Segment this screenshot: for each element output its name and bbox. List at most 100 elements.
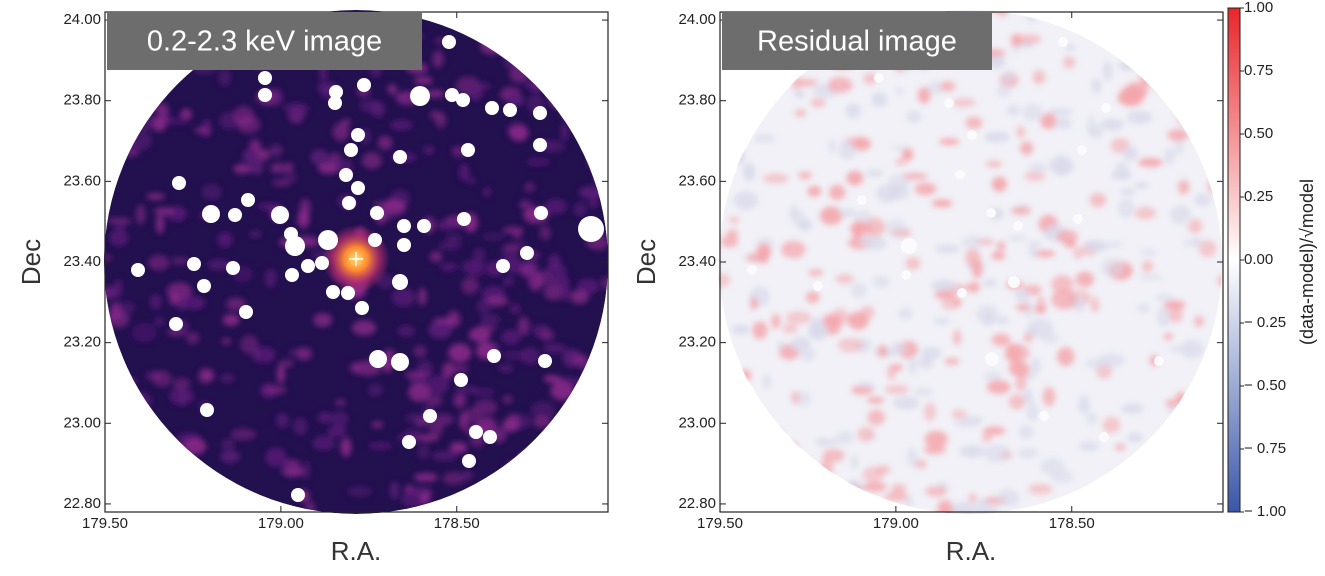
texture-blob	[921, 347, 942, 360]
texture-blob	[236, 115, 261, 134]
masked-source	[301, 259, 315, 273]
texture-blob	[1017, 34, 1042, 45]
texture-blob	[864, 236, 887, 250]
texture-blob	[1023, 333, 1034, 342]
texture-blob	[218, 68, 231, 87]
texture-blob	[944, 358, 960, 365]
texture-blob	[529, 474, 540, 493]
texture-blob	[1208, 141, 1222, 149]
texture-blob	[479, 37, 504, 55]
texture-blob	[526, 158, 551, 166]
texture-blob	[914, 182, 937, 196]
texture-blob	[262, 386, 287, 394]
texture-blob	[112, 458, 130, 474]
texture-blob	[1168, 308, 1183, 323]
texture-blob	[233, 163, 252, 174]
texture-blob	[520, 347, 540, 365]
texture-blob	[965, 248, 981, 267]
texture-blob	[997, 10, 1008, 18]
texture-blob	[1180, 85, 1198, 97]
texture-blob	[104, 115, 125, 130]
texture-blob	[476, 298, 492, 314]
masked-source	[285, 268, 299, 282]
texture-blob	[923, 445, 947, 455]
texture-blob	[805, 291, 820, 304]
colorbar-tick-label: − 0.75	[1244, 440, 1286, 457]
texture-blob	[931, 279, 957, 293]
texture-blob	[902, 172, 928, 181]
texture-blob	[1006, 235, 1028, 242]
texture-blob	[172, 377, 191, 391]
texture-blob	[106, 217, 132, 225]
texture-blob	[270, 162, 288, 174]
texture-blob	[136, 471, 150, 489]
texture-blob	[906, 447, 919, 468]
texture-blob	[959, 445, 986, 458]
masked-source	[328, 96, 342, 110]
texture-blob	[913, 387, 933, 397]
texture-blob	[1024, 327, 1039, 335]
y-tick-label: 23.80	[63, 92, 101, 109]
texture-blob	[883, 492, 909, 502]
texture-blob	[509, 303, 521, 315]
texture-blob	[1054, 117, 1072, 129]
masked-source	[329, 85, 343, 99]
texture-blob	[340, 437, 352, 458]
texture-blob	[762, 173, 789, 184]
texture-blob	[1032, 70, 1046, 85]
texture-blob	[404, 370, 429, 380]
texture-blob	[800, 457, 812, 475]
texture-blob	[429, 251, 443, 263]
texture-blob	[989, 54, 1005, 69]
texture-blob	[891, 483, 907, 495]
texture-blob	[837, 337, 864, 353]
texture-blob	[862, 482, 887, 492]
y-tick-label: 23.40	[63, 253, 101, 270]
texture-blob	[276, 364, 286, 385]
texture-blob	[844, 479, 864, 500]
texture-blob	[780, 240, 806, 259]
title-box: Residual image	[722, 12, 992, 70]
texture-blob	[931, 199, 953, 208]
texture-blob	[106, 309, 130, 328]
texture-blob	[544, 140, 566, 153]
texture-blob	[506, 40, 520, 51]
y-tick-label: 23.60	[678, 172, 716, 189]
texture-blob	[850, 454, 860, 471]
texture-blob	[595, 107, 608, 114]
texture-blob	[1086, 115, 1097, 135]
masked-source	[538, 354, 552, 368]
y-tick-label: 23.00	[678, 414, 716, 431]
colorbar-tick-label: 0.75	[1244, 62, 1273, 79]
texture-blob	[275, 413, 289, 429]
x-axis-label: R.A.	[331, 536, 382, 566]
texture-blob	[1181, 450, 1208, 458]
y-axis-label: Dec	[631, 239, 661, 285]
texture-blob	[574, 17, 599, 36]
texture-blob	[1139, 67, 1154, 87]
texture-blob	[1023, 390, 1034, 403]
texture-blob	[1015, 374, 1027, 392]
masked-source	[357, 78, 371, 92]
texture-blob	[805, 490, 825, 508]
texture-blob	[1077, 395, 1091, 415]
masked-source	[533, 138, 547, 152]
texture-blob	[557, 27, 572, 43]
masked-source	[392, 274, 408, 290]
texture-blob	[423, 145, 435, 155]
texture-blob	[539, 66, 555, 83]
texture-blob	[800, 346, 816, 362]
texture-blob	[212, 489, 234, 504]
texture-blob	[1008, 394, 1026, 410]
texture-blob	[501, 244, 520, 255]
texture-blob	[720, 236, 739, 248]
texture-blob	[1025, 10, 1038, 23]
masked-source	[874, 73, 884, 83]
texture-blob	[1188, 483, 1197, 503]
texture-blob	[934, 244, 960, 253]
texture-blob	[747, 488, 773, 499]
texture-blob	[718, 433, 738, 450]
texture-blob	[1198, 474, 1209, 491]
masked-source	[533, 106, 547, 120]
texture-blob	[1168, 34, 1183, 44]
